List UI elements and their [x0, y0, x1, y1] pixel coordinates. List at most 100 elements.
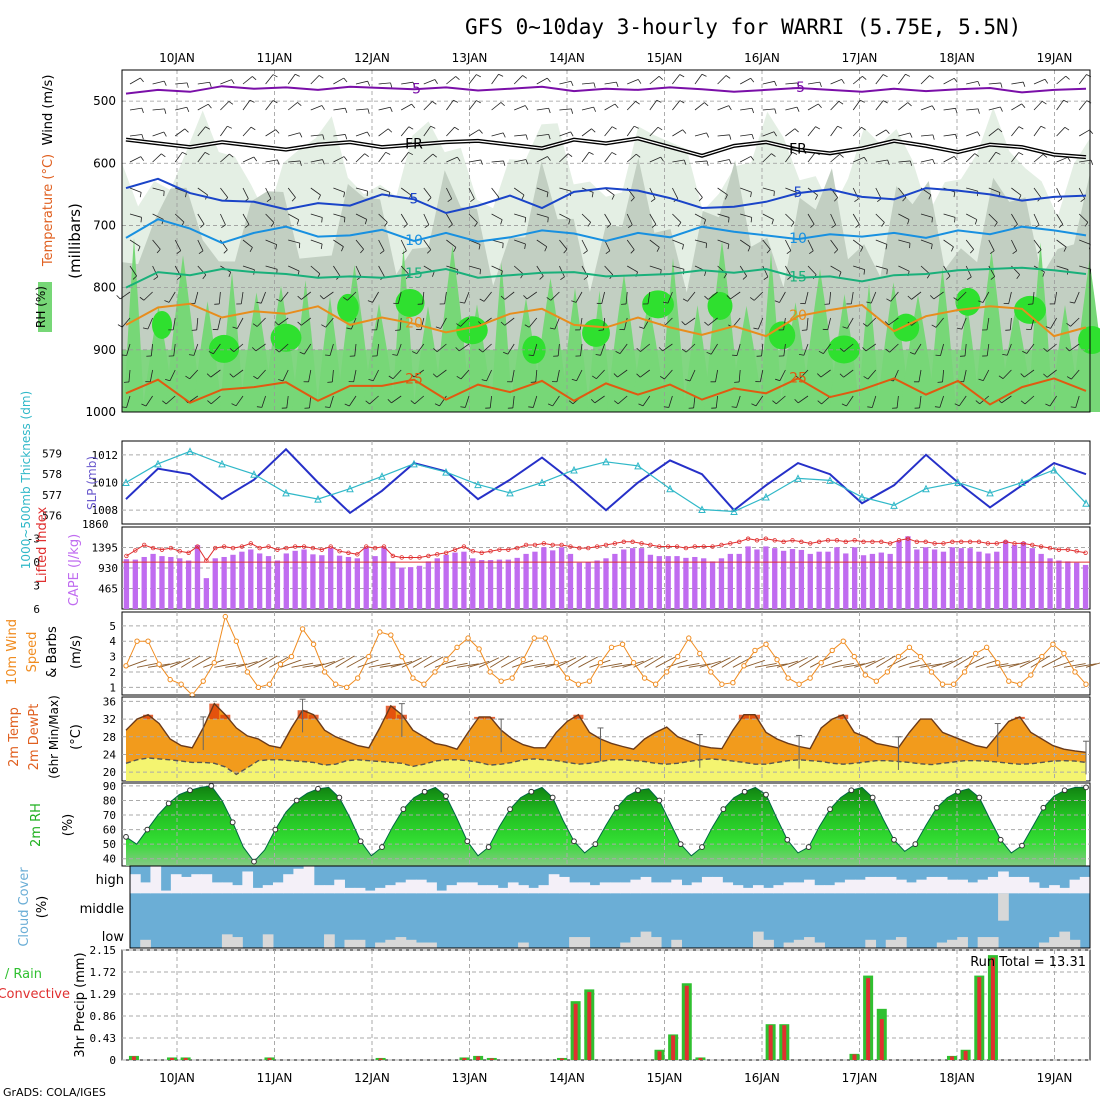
upper-wind-barb	[843, 369, 854, 378]
upper-wind-barb	[785, 239, 792, 251]
upper-wind-barb-flag	[1043, 347, 1048, 352]
upper-wind-barb	[536, 265, 544, 277]
li-point	[514, 545, 520, 551]
upper-wind-barb-flag	[165, 379, 171, 382]
precip-conv-bar	[378, 1058, 383, 1060]
thickness-point	[506, 488, 514, 497]
rh2m-point	[144, 826, 151, 833]
upper-wind-barb-flag	[611, 194, 615, 200]
upper-wind-barb-flag	[387, 128, 393, 133]
upper-wind-barb	[210, 395, 221, 405]
upper-wind-barb	[1075, 395, 1080, 408]
upper-wind-barb	[1056, 75, 1067, 85]
li-point	[1056, 547, 1062, 552]
upper-wind-barb-flag	[539, 275, 544, 280]
upper-wind-barb-flag	[831, 224, 836, 229]
cape-bar	[834, 547, 840, 609]
upper-wind-barb	[400, 239, 407, 251]
wind10m-point	[586, 678, 593, 684]
cloud-low-bar	[793, 939, 805, 948]
upper-wind-barb	[169, 369, 176, 381]
upper-wind-barb	[1074, 291, 1080, 304]
upper-wind-barb-flag	[977, 108, 980, 114]
wind10m-barb	[1008, 660, 1030, 668]
slp-tick: 1008	[92, 504, 119, 517]
upper-wind-barb	[739, 239, 751, 248]
cape-bar	[239, 551, 245, 609]
upper-wind-barb-flag	[570, 81, 574, 87]
upper-wind-barb	[129, 187, 142, 193]
upper-wind-barb	[649, 265, 662, 271]
upper-wind-barb	[220, 187, 229, 198]
upper-wind-barb-flag	[1067, 157, 1071, 162]
upper-wind-barb	[830, 125, 838, 137]
wind10m-point	[895, 653, 902, 660]
cloud-unit: (%)	[35, 896, 50, 919]
upper-wind-barb	[378, 128, 389, 137]
upper-wind-barb-flag	[905, 73, 911, 77]
cape-tick: 1395	[92, 542, 119, 555]
upper-wind-barb-flag	[186, 82, 189, 88]
upper-wind-barb	[242, 100, 251, 111]
wind10m-point	[1039, 653, 1045, 660]
upper-wind-barb-flag	[570, 108, 574, 114]
upper-wind-barb	[491, 132, 504, 137]
wind10m-barb	[787, 657, 808, 668]
upper-wind-barb	[943, 107, 956, 111]
upper-wind-barb	[256, 317, 266, 327]
li-point	[355, 552, 360, 557]
upper-wind-barb	[265, 100, 274, 111]
li-point	[781, 539, 786, 545]
wind10m-barb	[125, 659, 147, 668]
upper-wind-barb-flag	[930, 244, 933, 250]
rh2m-point	[720, 806, 727, 813]
upper-wind-barb-flag	[525, 159, 529, 165]
upper-wind-barb-flag	[1018, 152, 1024, 156]
upper-wind-barb	[468, 129, 480, 137]
contour-label: 25	[789, 370, 807, 386]
wind10m-barb	[865, 657, 886, 668]
li-point	[213, 545, 218, 551]
upper-wind-barb	[717, 213, 730, 218]
cloud-low-bar	[640, 931, 652, 948]
li-point	[523, 542, 529, 548]
cape-bar	[1020, 541, 1027, 609]
upper-wind-barb-flag	[528, 406, 534, 408]
upper-wind-barb-flag	[682, 129, 687, 134]
cloud-high-bar	[610, 882, 621, 894]
wind10m-point	[200, 678, 206, 684]
upper-wind-barb	[1069, 343, 1080, 352]
upper-wind-barb	[1046, 369, 1057, 378]
wind10m-point	[906, 644, 913, 651]
upper-wind-barb-flag	[928, 194, 932, 200]
upper-wind-barb	[550, 291, 560, 301]
upper-wind-barb-flag	[953, 156, 958, 161]
cloud-high-bar	[415, 879, 427, 894]
cloud-high-bar	[201, 874, 213, 894]
rh-legend-label: RH (%)	[34, 286, 48, 328]
cloud-high-bar	[303, 866, 315, 894]
upper-wind-barb	[491, 265, 503, 272]
upper-wind-barb	[1011, 81, 1024, 85]
rh2m-point	[571, 838, 577, 845]
upper-wind-barb	[129, 156, 141, 163]
upper-wind-barb	[152, 131, 165, 137]
cape-bar	[274, 560, 281, 609]
dewpt2m-area	[126, 758, 1086, 781]
wind10m-point	[366, 653, 372, 660]
wind10m-point	[708, 669, 714, 675]
upper-wind-barb	[707, 291, 718, 300]
cape-top-tick: 1860	[82, 518, 109, 531]
li-point	[577, 545, 582, 551]
contour-5	[125, 177, 1087, 215]
upper-wind-barb	[397, 291, 402, 304]
upper-wind-barb	[559, 213, 571, 220]
upper-wind-barb-flag	[433, 348, 438, 352]
upper-wind-barb	[514, 105, 526, 111]
day-label-top: 18JAN	[939, 51, 975, 65]
wind10m-barb	[986, 663, 1009, 668]
upper-wind-barb	[581, 152, 590, 163]
cape-bar	[345, 556, 352, 609]
upper-wind-barb	[414, 395, 425, 405]
upper-wind-barb-flag	[839, 153, 844, 158]
